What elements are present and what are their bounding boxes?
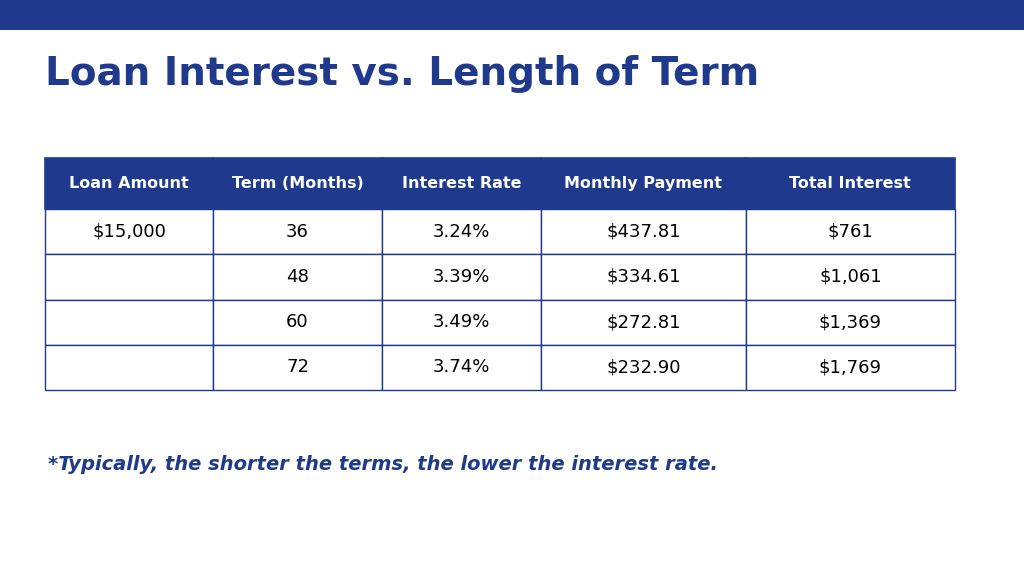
Text: 3.49%: 3.49% bbox=[432, 313, 490, 331]
Text: $437.81: $437.81 bbox=[606, 223, 681, 241]
Text: 3.74%: 3.74% bbox=[432, 358, 490, 376]
Text: $1,061: $1,061 bbox=[819, 268, 882, 286]
Text: Loan Amount: Loan Amount bbox=[70, 176, 189, 191]
Text: *Typically, the shorter the terms, the lower the interest rate.: *Typically, the shorter the terms, the l… bbox=[48, 455, 718, 474]
Text: 60: 60 bbox=[287, 313, 309, 331]
Text: $761: $761 bbox=[827, 223, 873, 241]
Text: Term (Months): Term (Months) bbox=[231, 176, 364, 191]
Text: 3.39%: 3.39% bbox=[432, 268, 490, 286]
Text: $232.90: $232.90 bbox=[606, 358, 681, 376]
Text: 36: 36 bbox=[286, 223, 309, 241]
Text: Total Interest: Total Interest bbox=[790, 176, 911, 191]
Text: Interest Rate: Interest Rate bbox=[401, 176, 521, 191]
Text: 72: 72 bbox=[286, 358, 309, 376]
Text: $334.61: $334.61 bbox=[606, 268, 681, 286]
Text: 3.24%: 3.24% bbox=[432, 223, 490, 241]
Text: Loan Interest vs. Length of Term: Loan Interest vs. Length of Term bbox=[45, 55, 759, 93]
Text: Monthly Payment: Monthly Payment bbox=[564, 176, 722, 191]
Text: $272.81: $272.81 bbox=[606, 313, 681, 331]
Text: $1,769: $1,769 bbox=[819, 358, 882, 376]
Text: $15,000: $15,000 bbox=[92, 223, 166, 241]
Text: $1,369: $1,369 bbox=[819, 313, 882, 331]
Text: 48: 48 bbox=[286, 268, 309, 286]
